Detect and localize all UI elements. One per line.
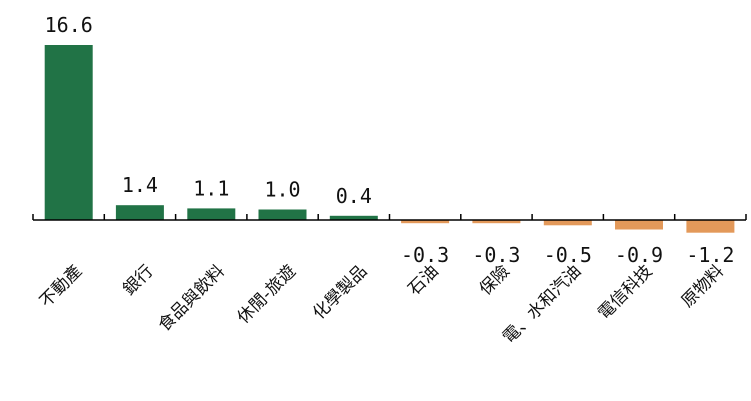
bar-9 bbox=[686, 220, 735, 233]
value-label-1: 1.4 bbox=[122, 173, 158, 197]
category-label-3: 休閒-旅遊 bbox=[233, 261, 300, 328]
bars-layer bbox=[44, 45, 735, 233]
category-label-1: 銀行 bbox=[119, 261, 157, 299]
category-label-2: 食品與飲料 bbox=[155, 261, 229, 335]
bar-8 bbox=[615, 220, 663, 230]
bar-7 bbox=[543, 220, 592, 226]
bar-2 bbox=[187, 208, 236, 220]
category-label-8: 電信科技 bbox=[594, 261, 656, 323]
bar-4 bbox=[329, 215, 378, 220]
bar-6 bbox=[472, 220, 521, 224]
bar-0 bbox=[44, 45, 93, 220]
value-label-2: 1.1 bbox=[193, 176, 229, 200]
value-label-6: -0.3 bbox=[472, 243, 520, 267]
value-label-7: -0.5 bbox=[544, 243, 592, 267]
category-label-5: 石油 bbox=[404, 261, 442, 299]
x-axis bbox=[32, 214, 747, 221]
value-label-0: 16.6 bbox=[45, 13, 93, 37]
bar-3 bbox=[258, 209, 307, 220]
bar-1 bbox=[115, 205, 164, 220]
category-label-4: 化學製品 bbox=[309, 261, 371, 323]
category-label-6: 保險 bbox=[476, 261, 514, 299]
value-label-4: 0.4 bbox=[336, 184, 372, 208]
value-labels-layer: 16.6 1.4 1.1 1.0 0.4 -0.3 -0.3 -0.5 -0.9 -1.2 bbox=[45, 13, 735, 267]
category-label-0: 不動產 bbox=[36, 261, 86, 311]
value-label-5: -0.3 bbox=[401, 243, 449, 267]
value-label-3: 1.0 bbox=[264, 178, 300, 202]
bar-5 bbox=[401, 220, 450, 224]
value-label-9: -1.2 bbox=[686, 243, 734, 267]
category-label-9: 原物料 bbox=[678, 261, 728, 311]
value-label-8: -0.9 bbox=[615, 243, 663, 267]
